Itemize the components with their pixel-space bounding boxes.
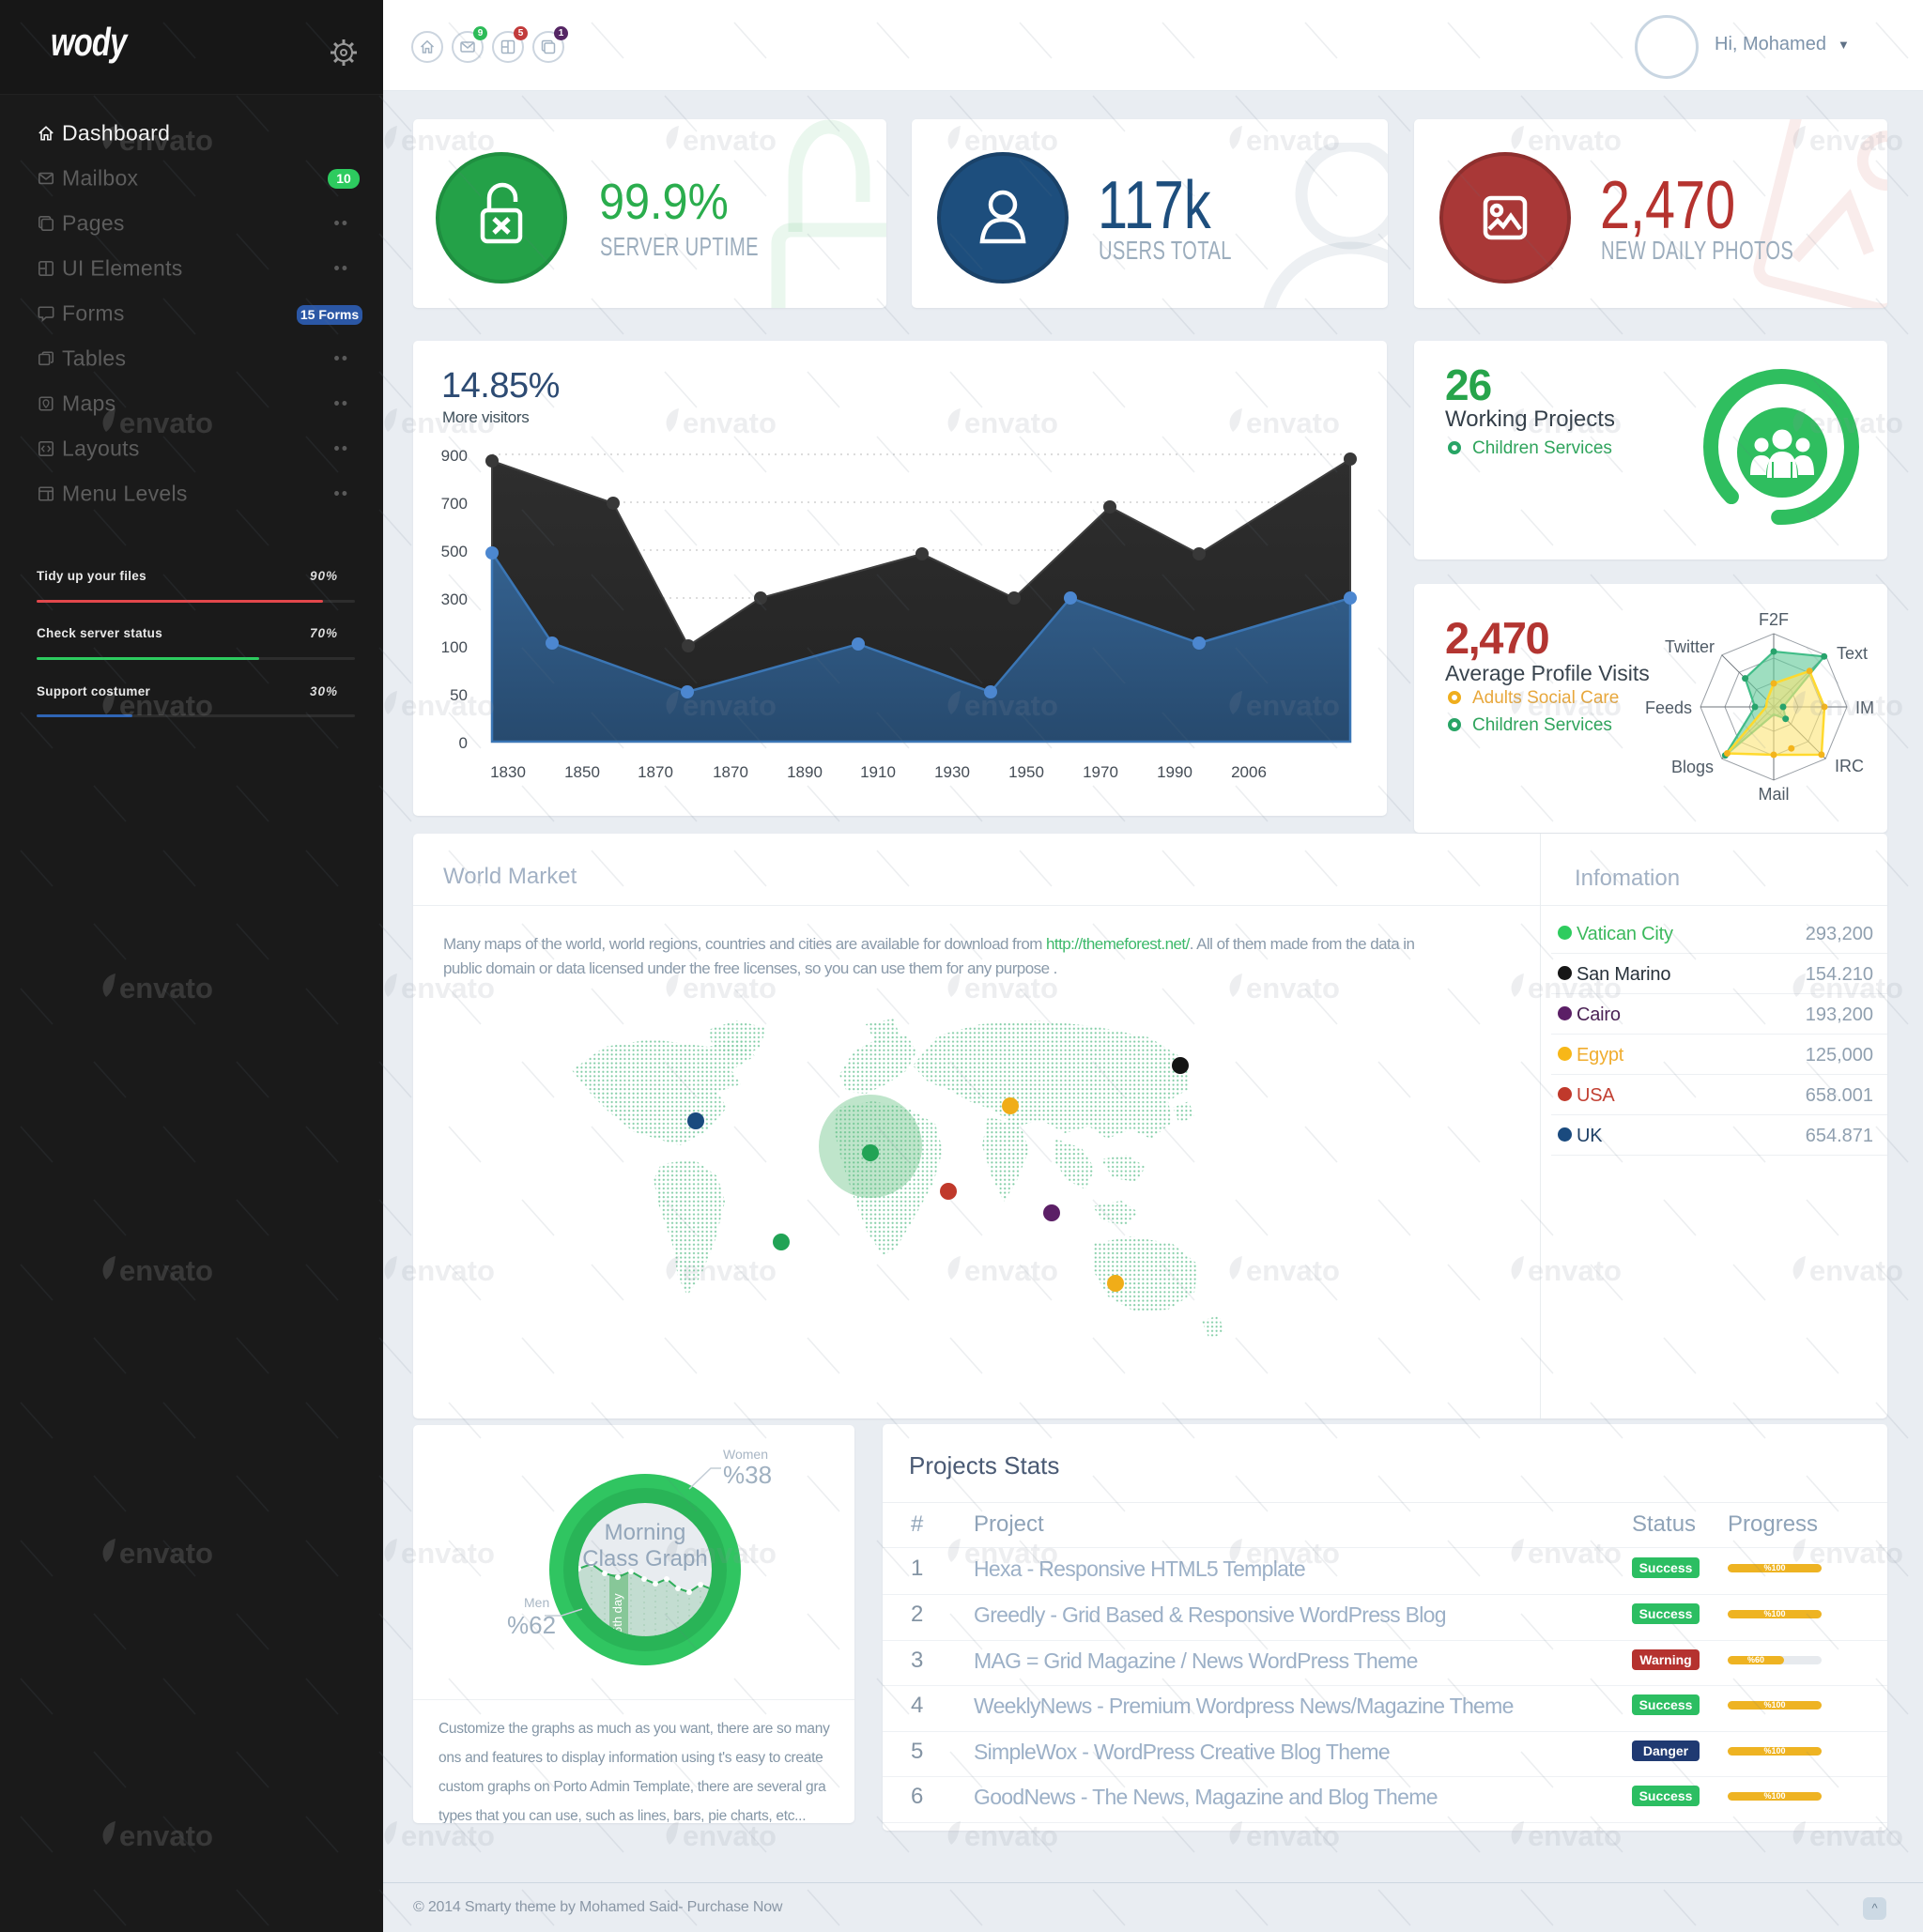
- svg-text:1930: 1930: [934, 763, 970, 781]
- svg-text:50: 50: [450, 686, 468, 704]
- svg-text:1910: 1910: [860, 763, 896, 781]
- svg-text:500: 500: [441, 543, 468, 560]
- svg-text:700: 700: [441, 495, 468, 513]
- svg-text:900: 900: [441, 447, 468, 465]
- svg-text:%38: %38: [723, 1461, 772, 1489]
- svg-text:100: 100: [441, 638, 468, 656]
- svg-text:Class Graph: Class Graph: [582, 1546, 707, 1572]
- svg-text:300: 300: [441, 590, 468, 608]
- svg-text:Morning: Morning: [605, 1520, 686, 1545]
- svg-text:Twitter: Twitter: [1665, 637, 1715, 656]
- svg-text:Women: Women: [723, 1447, 768, 1462]
- svg-text:1830: 1830: [490, 763, 526, 781]
- svg-text:1970: 1970: [1083, 763, 1118, 781]
- svg-text:1870: 1870: [713, 763, 748, 781]
- svg-text:%62: %62: [507, 1611, 556, 1639]
- svg-text:Feeds: Feeds: [1645, 698, 1692, 717]
- svg-text:Men: Men: [524, 1595, 549, 1610]
- svg-text:1890: 1890: [787, 763, 823, 781]
- svg-text:Text: Text: [1837, 644, 1868, 663]
- svg-text:F2F: F2F: [1759, 610, 1789, 629]
- svg-text:IRC: IRC: [1835, 757, 1864, 775]
- svg-text:1870: 1870: [638, 763, 673, 781]
- svg-text:0: 0: [459, 734, 468, 752]
- svg-text:1950: 1950: [1008, 763, 1044, 781]
- svg-text:1990: 1990: [1157, 763, 1192, 781]
- svg-text:1850: 1850: [564, 763, 600, 781]
- svg-text:5th day: 5th day: [610, 1593, 624, 1633]
- svg-text:2006: 2006: [1231, 763, 1267, 781]
- svg-text:Mail: Mail: [1758, 785, 1789, 804]
- svg-text:Blogs: Blogs: [1671, 758, 1714, 776]
- svg-text:IM: IM: [1855, 698, 1874, 717]
